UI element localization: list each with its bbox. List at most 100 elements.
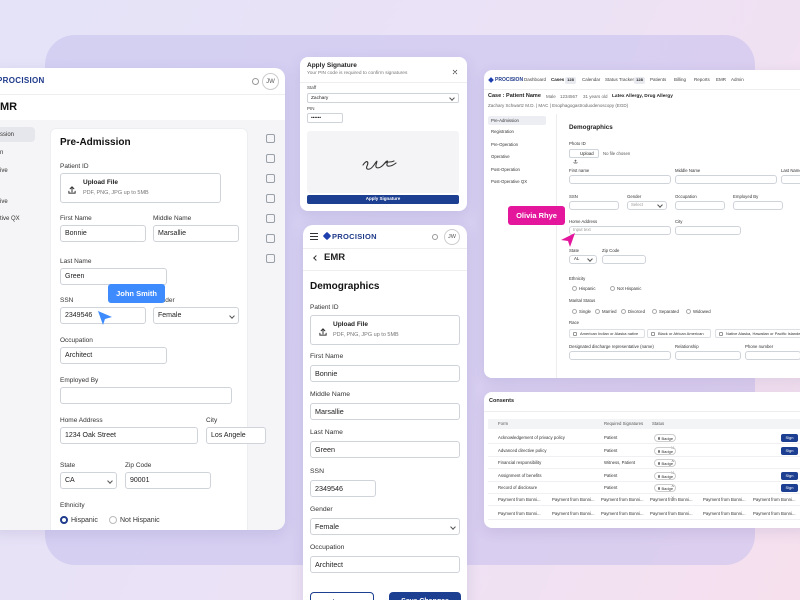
upload-button: Upload File <box>83 179 119 186</box>
text-input[interactable]: 2349546 <box>310 480 376 497</box>
field-label: Staff <box>307 85 317 90</box>
leave-button[interactable]: Leave <box>310 592 374 600</box>
field-label: City <box>206 417 218 424</box>
nav-item: EMR <box>716 77 726 82</box>
signature-modal: Apply Signature Your PIN code is required… <box>300 57 467 211</box>
upload-box[interactable]: Upload File PDF, PNG, JPG up to 5MB <box>60 173 221 203</box>
nav-item: Billing <box>674 77 687 82</box>
select[interactable]: AL <box>569 254 597 264</box>
select[interactable]: CA <box>60 472 117 489</box>
text-input[interactable]: •••••• <box>307 113 343 123</box>
section-heading: Demographics <box>310 281 380 292</box>
required-signatures: Patient <box>604 473 618 478</box>
select[interactable]: Select <box>627 200 667 210</box>
radio[interactable] <box>60 516 68 524</box>
text-input[interactable]: Input text <box>569 225 671 235</box>
text-input[interactable] <box>569 174 671 184</box>
input-value: Green <box>315 444 335 454</box>
nav-item: Patients <box>650 77 667 82</box>
text-input[interactable]: 1234 Oak Street <box>60 427 198 444</box>
cursor-name: Olivia Rhye <box>516 211 557 220</box>
checkbox-option[interactable]: Native Alaska, Hawaiian or Pacific Islan… <box>715 329 800 338</box>
step-item: Post-Operative QX <box>491 179 528 184</box>
text-input[interactable] <box>569 200 619 210</box>
text-input[interactable] <box>781 174 800 184</box>
radio[interactable] <box>595 309 600 314</box>
text-input[interactable]: Architect <box>310 556 460 573</box>
header-divider <box>303 248 467 249</box>
checkbox <box>719 332 723 336</box>
radio[interactable] <box>610 286 615 291</box>
radio-label: Single <box>579 308 591 314</box>
input-value: Los Angele <box>211 432 246 439</box>
menu-icon <box>310 233 318 235</box>
sign-button[interactable]: Sign <box>781 484 798 492</box>
radio[interactable] <box>686 309 691 314</box>
text-input[interactable]: Green <box>60 268 167 285</box>
text-input[interactable] <box>675 350 741 360</box>
upload-icon <box>573 152 578 163</box>
cursor <box>97 310 113 326</box>
text-input[interactable] <box>60 387 232 404</box>
text-input[interactable] <box>745 350 800 360</box>
brand: PROCISION <box>0 76 45 85</box>
radio[interactable] <box>572 286 577 291</box>
save-button[interactable]: Save Changes <box>389 592 461 600</box>
page-title: EMR <box>324 252 346 263</box>
side-icon <box>266 234 275 243</box>
text-input[interactable]: Architect <box>60 347 167 364</box>
field-label: Last Name <box>60 258 92 265</box>
status-badge: Badge <box>654 447 676 462</box>
payment-cell: Payment from Bonni... <box>703 511 746 516</box>
step-active <box>488 116 546 125</box>
field-label: PIN <box>307 106 315 111</box>
upload-status: No file chosen <box>603 150 631 156</box>
field-label: Home Address <box>569 219 598 224</box>
checkbox-option[interactable]: American Indian or Alaska native <box>569 329 645 338</box>
sign-button[interactable]: Sign <box>781 447 798 455</box>
text-input[interactable] <box>602 254 646 264</box>
text-input[interactable]: Los Angele <box>206 427 266 444</box>
nav-item: ssion <box>0 132 15 138</box>
input-value: •••••• <box>311 115 322 121</box>
checkbox-option[interactable]: Black or African American <box>647 329 711 338</box>
input-value: Bonnie <box>315 368 338 378</box>
signature-pad <box>307 131 459 193</box>
text-input[interactable] <box>675 200 725 210</box>
select[interactable]: Female <box>310 518 460 535</box>
brand-mark <box>488 77 494 83</box>
apply-button[interactable]: Apply Signature <box>307 195 459 204</box>
button-label: Sign <box>785 473 794 478</box>
radio[interactable] <box>572 309 577 314</box>
select[interactable]: Zachary <box>307 93 459 103</box>
form-name: Financial responsibility <box>498 460 542 465</box>
nav-item: Reports <box>694 77 710 82</box>
text-input[interactable] <box>675 225 741 235</box>
field-label: Photo ID <box>569 141 586 146</box>
badge-label: Badge <box>661 460 674 466</box>
sign-button[interactable]: Sign <box>781 434 798 442</box>
radio[interactable] <box>109 516 117 524</box>
upload-button[interactable]: Upload <box>569 149 599 163</box>
radio[interactable] <box>621 309 626 314</box>
text-input[interactable]: Marsallie <box>310 403 460 420</box>
badge-remove <box>671 487 675 499</box>
side-icon <box>266 174 275 183</box>
text-input[interactable]: Bonnie <box>60 225 146 242</box>
text-input[interactable]: Marsallie <box>153 225 239 242</box>
text-input[interactable] <box>569 350 671 360</box>
text-input[interactable] <box>733 200 783 210</box>
required-signatures: Patient <box>604 448 618 453</box>
text-input[interactable] <box>675 174 777 184</box>
text-input[interactable]: Green <box>310 441 460 458</box>
field-label: First Name <box>60 215 92 222</box>
row-divider <box>488 456 800 457</box>
text-input[interactable]: Bonnie <box>310 365 460 382</box>
text-input[interactable]: 90001 <box>125 472 211 489</box>
field-label: Occupation <box>60 337 93 344</box>
radio[interactable] <box>652 309 657 314</box>
upload-box[interactable]: Upload File PDF, PNG, JPG up to 5MB <box>310 315 460 345</box>
sign-button[interactable]: Sign <box>781 472 798 480</box>
back-icon[interactable] <box>313 255 319 261</box>
select[interactable]: Female <box>153 307 239 324</box>
